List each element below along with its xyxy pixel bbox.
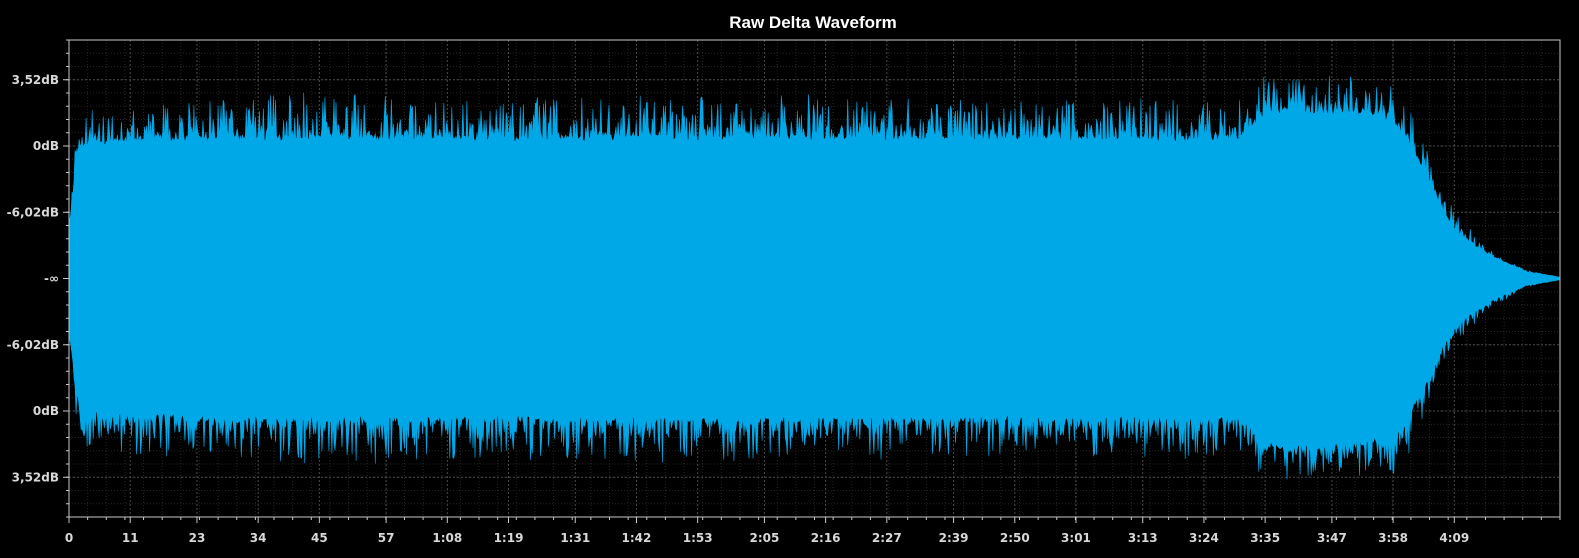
- x-tick-label: 2:50: [1000, 531, 1030, 545]
- x-tick-label: 3:24: [1189, 531, 1219, 545]
- x-tick-label: 3:01: [1061, 531, 1091, 545]
- x-tick-label: 23: [189, 531, 206, 545]
- x-tick-label: 2:16: [811, 531, 841, 545]
- x-tick-label: 57: [378, 531, 395, 545]
- y-tick-label: -6,02dB: [7, 205, 59, 219]
- x-tick-label: 3:35: [1250, 531, 1280, 545]
- x-tick-label: 3:47: [1317, 531, 1347, 545]
- x-tick-label: 1:42: [622, 531, 652, 545]
- x-tick-label: 34: [250, 531, 267, 545]
- x-tick-label: 0: [65, 531, 73, 545]
- x-tick-label: 2:27: [872, 531, 902, 545]
- waveform-series-path: [68, 75, 1561, 480]
- x-tick-label: 1:19: [494, 531, 524, 545]
- y-tick-label: -∞: [44, 272, 59, 286]
- x-tick-label: 1:53: [683, 531, 713, 545]
- x-tick-label: 45: [311, 531, 328, 545]
- x-tick-label: 1:08: [432, 531, 462, 545]
- chart-title: Raw Delta Waveform: [729, 13, 897, 32]
- x-tick-label: 11: [122, 531, 139, 545]
- y-tick-label: 0dB: [33, 404, 59, 418]
- y-tick-label: 3,52dB: [12, 470, 59, 484]
- x-tick-label: 4:09: [1439, 531, 1469, 545]
- x-tick-label: 3:13: [1128, 531, 1158, 545]
- y-tick-label: 0dB: [33, 139, 59, 153]
- y-tick-label: -6,02dB: [7, 338, 59, 352]
- waveform-area: [68, 75, 1561, 480]
- y-axis-ticks: 3,52dB 0dB -6,02dB -∞ -6,02dB 0dB 3,52dB: [7, 39, 69, 518]
- x-tick-label: 2:39: [939, 531, 969, 545]
- x-tick-label: 1:31: [560, 531, 590, 545]
- y-tick-label: 3,52dB: [12, 73, 59, 87]
- x-tick-label: 2:05: [749, 531, 779, 545]
- x-tick-label: 3:58: [1378, 531, 1408, 545]
- x-axis-ticks: 0 11 23 34 45 57 1:08 1:19 1:31 1:42 1:53 2:05 2:16 2…: [65, 517, 1561, 545]
